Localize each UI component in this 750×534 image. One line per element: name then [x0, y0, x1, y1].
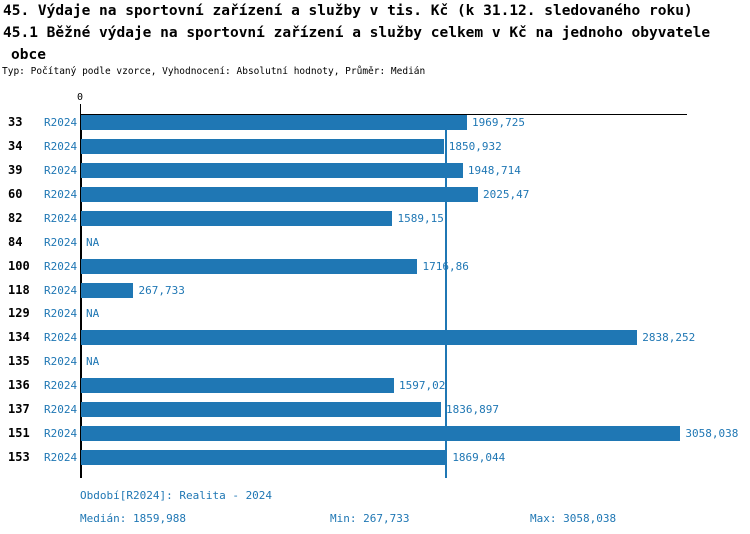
x-axis-zero-tick-mark: [80, 104, 81, 114]
chart-row: 84 R2024 NA: [0, 235, 750, 250]
bar: [81, 258, 418, 274]
chart-row: 129 R2024 NA: [0, 306, 750, 321]
x-axis-line: [80, 114, 687, 115]
chart-rows: 33 R2024 1969,725 34 R2024 1850,932 39 R2024 194…: [0, 114, 750, 478]
row-category-label: 118: [8, 282, 30, 297]
chart-row: 33 R2024 1969,725: [0, 115, 750, 130]
bar: [81, 162, 463, 178]
bar-na-label: NA: [86, 307, 100, 321]
chart-title-line3: obce: [11, 47, 46, 63]
row-series-label: R2024: [44, 427, 78, 441]
chart-row: 153 R2024 1869,044: [0, 450, 750, 466]
bar-value-label: 1597,02: [398, 379, 446, 393]
row-category-label: 82: [8, 210, 23, 225]
row-series-label: R2024: [44, 403, 78, 417]
bar-value-label: 1869,044: [452, 451, 506, 465]
bar-value-label: 1836,897: [446, 403, 499, 417]
bar: [81, 426, 681, 442]
row-series-label: R2024: [44, 283, 78, 297]
row-series-label: R2024: [44, 187, 78, 201]
row-category-label: 134: [8, 330, 30, 345]
row-category-label: 84: [8, 234, 23, 249]
legend-period: Období[R2024]: Realita - 2024: [80, 489, 273, 502]
x-axis-zero-tick-label: 0: [76, 92, 84, 103]
bar: [81, 378, 394, 394]
row-series-label: R2024: [44, 355, 78, 369]
row-series-label: R2024: [44, 116, 78, 129]
row-series-label: R2024: [44, 139, 78, 153]
bar: [81, 402, 441, 418]
row-series-label: R2024: [44, 211, 78, 225]
row-category-label: 137: [8, 402, 30, 417]
chart-row: 135 R2024 NA: [0, 354, 750, 369]
chart-row: 34 R2024 1850,932: [0, 138, 750, 154]
legend-min: Min: 267,733: [330, 512, 410, 525]
chart-title-line2: 45.1 Běžné výdaje na sportovní zařízení …: [3, 25, 711, 41]
bar-value-label: 1969,725: [472, 116, 526, 129]
row-series-label: R2024: [44, 379, 78, 393]
bar-value-label: 267,733: [138, 283, 185, 297]
row-category-label: 60: [8, 186, 23, 201]
chart-row: 39 R2024 1948,714: [0, 162, 750, 178]
legend-max: Max: 3058,038: [530, 512, 617, 525]
row-series-label: R2024: [44, 331, 78, 345]
bar: [81, 115, 468, 130]
chart-title-line1: 45. Výdaje na sportovní zařízení a služb…: [3, 3, 693, 19]
row-category-label: 100: [8, 258, 30, 273]
row-series-label: R2024: [44, 163, 78, 177]
chart-row: 137 R2024 1836,897: [0, 402, 750, 418]
chart-row: 134 R2024 2838,252: [0, 330, 750, 346]
bar-value-label: 1589,15: [397, 211, 444, 225]
chart-subtitle: Typ: Počítaný podle vzorce, Vyhodnocení:…: [2, 66, 426, 77]
chart-row: 100 R2024 1716,86: [0, 258, 750, 274]
row-series-label: R2024: [44, 235, 78, 249]
row-series-label: R2024: [44, 451, 78, 465]
bar-value-label: 2838,252: [642, 331, 696, 345]
row-category-label: 129: [8, 306, 30, 321]
row-series-label: R2024: [44, 307, 78, 321]
bar-value-label: 1716,86: [422, 259, 469, 273]
chart-row: 82 R2024 1589,15: [0, 210, 750, 226]
legend-median: Medián: 1859,988: [80, 512, 186, 525]
row-category-label: 39: [8, 162, 23, 177]
bar: [81, 210, 393, 226]
row-category-label: 33: [8, 115, 23, 129]
bar: [81, 138, 444, 154]
chart-row: 151 R2024 3058,038: [0, 426, 750, 442]
bar-value-label: 2025,47: [482, 187, 530, 201]
chart-row: 136 R2024 1597,02: [0, 378, 750, 394]
bar: [81, 186, 478, 202]
median-reference-line: [444, 115, 447, 478]
bar: [81, 450, 448, 466]
row-category-label: 135: [8, 354, 30, 369]
chart-row: 60 R2024 2025,47: [0, 186, 750, 202]
bar-value-label: 1850,932: [448, 139, 502, 153]
bar-na-label: NA: [86, 355, 100, 369]
bar-value-label: 1948,714: [467, 163, 521, 177]
bar-na-label: NA: [86, 235, 100, 249]
row-category-label: 34: [8, 138, 23, 153]
chart-row: 118 R2024 267,733: [0, 282, 750, 298]
bar: [81, 330, 638, 346]
row-category-label: 151: [8, 426, 30, 441]
row-category-label: 153: [8, 450, 30, 465]
row-category-label: 136: [8, 378, 30, 393]
row-series-label: R2024: [44, 259, 78, 273]
bar-value-label: 3058,038: [685, 427, 739, 441]
bar: [81, 282, 134, 298]
